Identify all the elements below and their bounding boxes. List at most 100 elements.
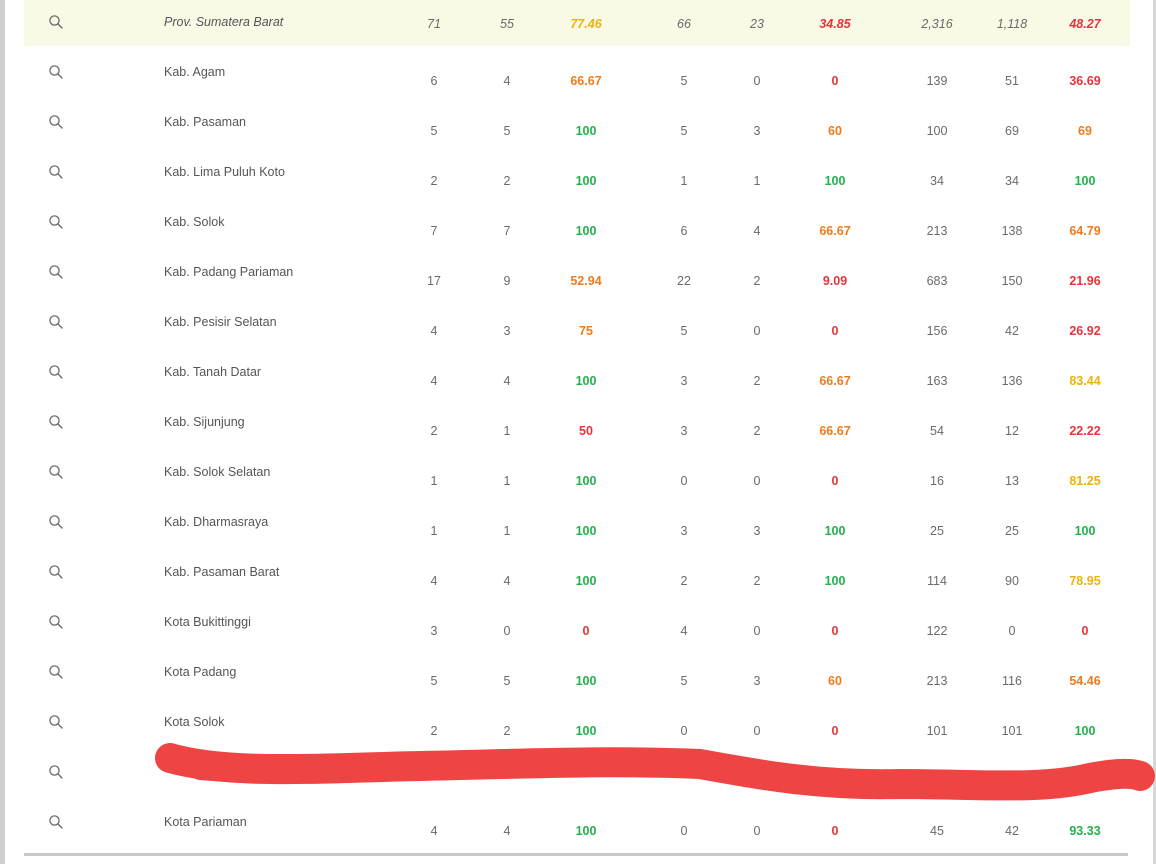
count-cell: 1	[503, 474, 511, 488]
count-cell: 4	[503, 574, 511, 588]
percentage-cell: 81.25	[1069, 474, 1101, 488]
percentage-cell: 83.44	[1069, 374, 1101, 388]
count-cell: 3	[680, 524, 688, 538]
percentage-cell: 60	[828, 674, 842, 688]
percentage-cell: 100	[575, 374, 597, 388]
count-cell: 22	[677, 274, 691, 288]
count-cell: 114	[927, 574, 947, 588]
count-cell: 4	[503, 74, 511, 88]
count-cell: 3	[753, 124, 761, 138]
count-cell: 23	[750, 17, 764, 31]
count-cell: 1	[503, 424, 511, 438]
count-cell: 139	[926, 74, 948, 88]
percentage-cell: 52.94	[570, 274, 602, 288]
percentage-cell: 100	[575, 524, 597, 538]
percentage-cell: 66.67	[819, 424, 851, 438]
percentage-cell: 75	[579, 324, 593, 338]
count-cell: 5	[680, 124, 688, 138]
count-cell: 136	[1001, 374, 1023, 388]
count-cell: 2	[430, 174, 438, 188]
count-cell: 2,316	[921, 17, 953, 31]
count-cell: 2	[503, 724, 511, 738]
count-cell: 5	[430, 674, 438, 688]
count-cell: 2	[503, 174, 511, 188]
search-icon[interactable]	[48, 664, 64, 680]
count-cell: 3	[680, 424, 688, 438]
count-cell: 1	[430, 474, 438, 488]
region-name: Kota Padang	[164, 665, 237, 679]
percentage-cell: 66.67	[819, 224, 851, 238]
count-cell: 3	[680, 374, 688, 388]
search-icon[interactable]	[48, 614, 64, 630]
search-icon[interactable]	[48, 364, 64, 380]
search-icon[interactable]	[48, 114, 64, 130]
search-icon[interactable]	[48, 314, 64, 330]
count-cell: 6	[680, 224, 688, 238]
region-name: Kab. Dharmasraya	[164, 515, 269, 529]
search-icon[interactable]	[48, 414, 64, 430]
table-row: Kab. Agam 6 4 66.67 5 0 0 139 51 36.69	[24, 50, 1130, 100]
search-icon[interactable]	[48, 64, 64, 80]
percentage-cell: 54.46	[1069, 674, 1101, 688]
percentage-cell: 0	[1081, 624, 1089, 638]
percentage-cell: 93.33	[1069, 824, 1101, 838]
percentage-cell: 60	[828, 124, 842, 138]
count-cell: 122	[926, 624, 948, 638]
count-cell: 55	[500, 17, 514, 31]
count-cell: 7	[503, 224, 511, 238]
table-row: Kab. Sijunjung 2 1 50 3 2 66.67 54 12 22.22	[24, 400, 1130, 450]
table-row: Kab. Solok 7 7 100 6 4 66.67 213 138 64.79	[24, 200, 1130, 250]
percentage-cell: 69	[1078, 124, 1092, 138]
search-icon[interactable]	[48, 564, 64, 580]
percentage-cell: 100	[575, 824, 597, 838]
region-name: Kab. Pesisir Selatan	[164, 315, 277, 329]
region-name: Kab. Lima Puluh Koto	[164, 165, 285, 179]
count-cell: 3	[430, 624, 438, 638]
count-cell: 7	[430, 224, 438, 238]
count-cell: 0	[753, 474, 761, 488]
search-icon[interactable]	[48, 14, 64, 30]
right-scroll-edge	[1153, 0, 1156, 864]
search-icon[interactable]	[48, 164, 64, 180]
region-name: Kab. Pasaman Barat	[164, 565, 280, 579]
count-cell: 1	[753, 174, 761, 188]
percentage-cell: 100	[575, 674, 597, 688]
search-icon[interactable]	[48, 714, 64, 730]
table-row: Kota Pariaman 4 4 100 0 0 0 45 42 93.33	[24, 800, 1130, 850]
count-cell: 16	[930, 474, 944, 488]
percentage-cell: 77.46	[570, 17, 602, 31]
count-cell: 4	[503, 374, 511, 388]
search-icon[interactable]	[48, 264, 64, 280]
table-bottom-border	[24, 853, 1128, 856]
percentage-cell: 0	[831, 724, 839, 738]
percentage-cell: 100	[575, 174, 597, 188]
search-icon[interactable]	[48, 214, 64, 230]
table-row: Kota Bukittinggi 3 0 0 4 0 0 122 0 0	[24, 600, 1130, 650]
count-cell: 0	[680, 474, 688, 488]
search-icon[interactable]	[48, 514, 64, 530]
percentage-cell: 66.67	[570, 74, 602, 88]
percentage-cell: 0	[831, 824, 839, 838]
percentage-cell: 100	[1074, 524, 1096, 538]
table-row: Kab. Pesisir Selatan 4 3 75 5 0 0 156 42 26.92	[24, 300, 1130, 350]
table-row: Kab. Padang Pariaman 17 9 52.94 22 2 9.09 683 15…	[24, 250, 1130, 300]
count-cell: 25	[1005, 524, 1019, 538]
table-row: Kab. Solok Selatan 1 1 100 0 0 0 16 13 81.25	[24, 450, 1130, 500]
percentage-cell: 26.92	[1069, 324, 1101, 338]
count-cell: 0	[753, 824, 761, 838]
percentage-cell: 36.69	[1069, 74, 1101, 88]
percentage-cell: 64.79	[1069, 224, 1101, 238]
count-cell: 5	[430, 124, 438, 138]
search-icon[interactable]	[48, 814, 64, 830]
count-cell: 2	[753, 274, 761, 288]
count-cell: 1	[503, 524, 511, 538]
percentage-cell: 9.09	[822, 274, 848, 288]
count-cell: 5	[680, 324, 688, 338]
table-row: Kota Padang 5 5 100 5 3 60 213 116 54.46	[24, 650, 1130, 700]
count-cell: 34	[1005, 174, 1019, 188]
search-icon[interactable]	[48, 764, 64, 780]
search-icon[interactable]	[48, 464, 64, 480]
percentage-cell: 0	[831, 474, 839, 488]
region-name: Kab. Padang Pariaman	[164, 265, 294, 279]
